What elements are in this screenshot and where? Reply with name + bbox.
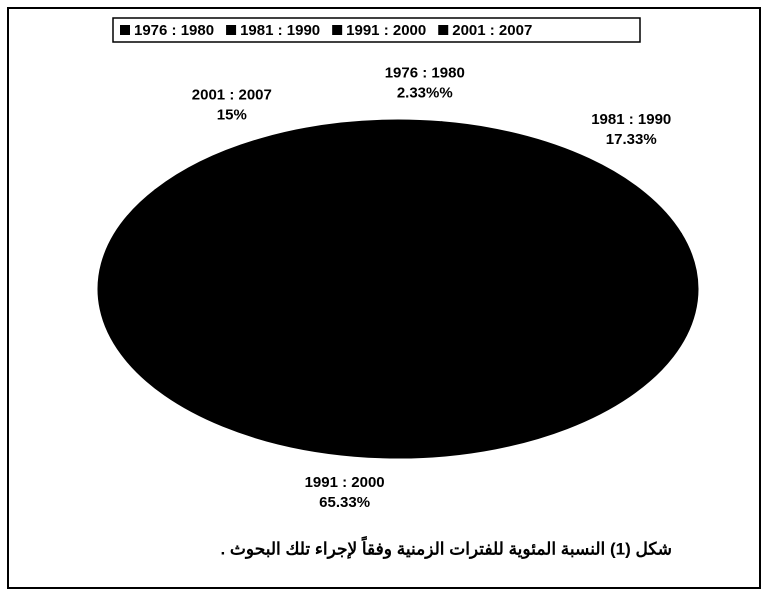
slice-category-label: 1981 : 1990 (591, 111, 671, 128)
slice-category-label: 1976 : 1980 (385, 64, 465, 81)
frame (7, 7, 761, 589)
legend-swatch (438, 25, 449, 35)
slice-value-label: 2.33%% (397, 84, 453, 101)
pie-slice (154, 119, 399, 290)
legend-swatch (226, 25, 237, 35)
legend-box (112, 17, 641, 43)
legend-label: 2001 : 2007 (452, 22, 532, 39)
slice-category-label: 1991 : 2000 (305, 474, 385, 491)
slice-value-label: 15% (217, 106, 247, 123)
pie-slice (97, 189, 699, 459)
caption: شكل (1) النسبة المئوية للفترات الزمنية و… (220, 536, 672, 560)
slice-category-label: 2001 : 2007 (192, 86, 272, 103)
legend-label: 1976 : 1980 (134, 22, 214, 39)
slice-value-label: 17.33% (606, 131, 657, 148)
legend-swatch (120, 25, 130, 35)
slice-value-label: 65.33% (319, 494, 370, 511)
legend-label: 1991 : 2000 (346, 22, 426, 39)
legend-swatch (332, 25, 343, 35)
legend-label: 1981 : 1990 (240, 22, 320, 39)
